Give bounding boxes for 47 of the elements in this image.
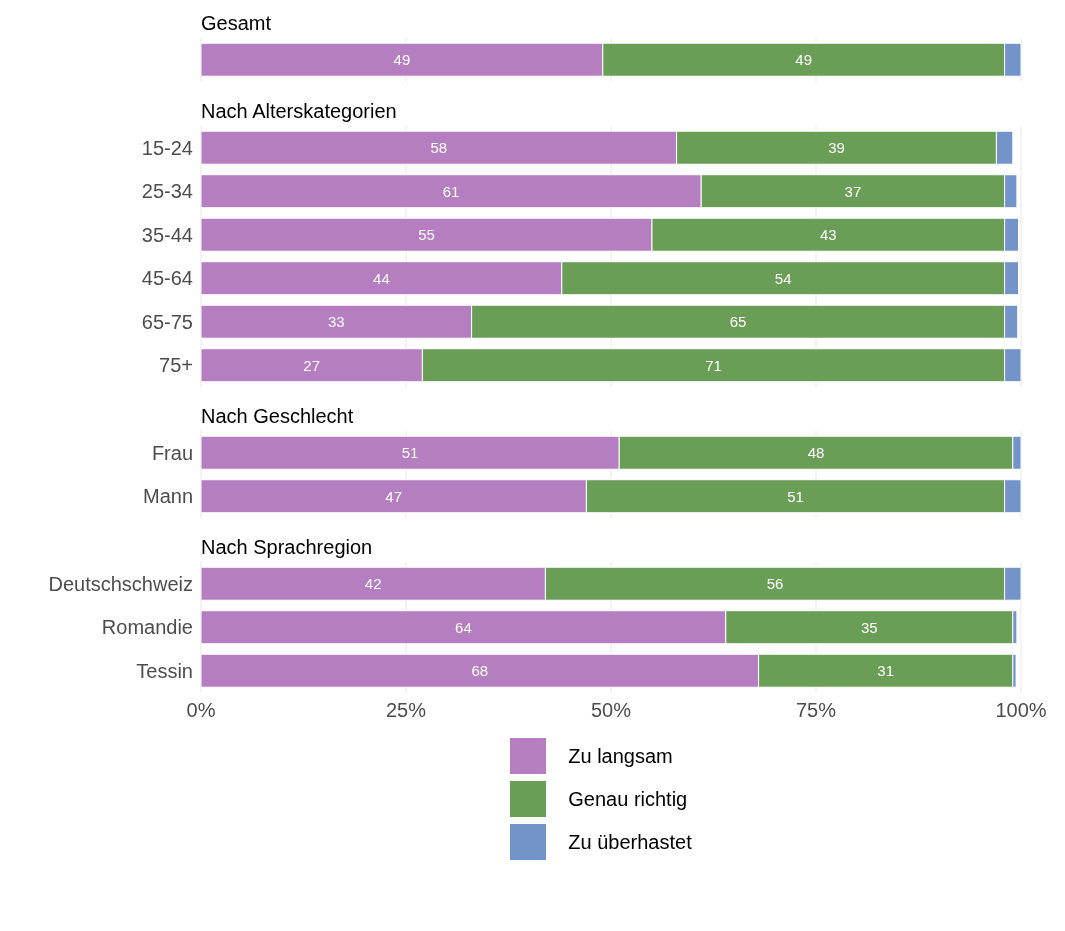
y-tick-label: Deutschschweiz (48, 572, 193, 595)
data-label: 56 (766, 574, 784, 592)
data-label: 61 (442, 182, 460, 200)
data-label: 43 (819, 225, 837, 243)
data-label: 49 (795, 51, 813, 69)
y-tick-label: Tessin (136, 659, 193, 682)
data-label: 31 (877, 661, 895, 679)
x-tick-label: 100% (995, 698, 1047, 721)
text: Zu langsam (568, 744, 673, 768)
y-tick-label: 15-24 (141, 136, 193, 159)
y-tick-label: 35-44 (141, 223, 193, 246)
y-tick-label: 25-34 (141, 179, 193, 202)
legend-label: Genau richtig (568, 787, 688, 811)
data-label: 39 (828, 138, 845, 156)
data-label: 33 (327, 312, 345, 330)
y-tick-label: 65-75 (141, 310, 193, 333)
chart-title: Nach Sprachregion (201, 534, 374, 560)
data-label: 49 (393, 51, 411, 69)
x-tick-label: 75% (795, 698, 837, 721)
y-tick-label: 45-64 (141, 266, 193, 289)
data-label: 47 (385, 487, 403, 505)
data-label: 65 (729, 312, 747, 330)
chart-title: Nach Geschlecht (201, 403, 355, 429)
x-tick-label: 25% (385, 698, 427, 721)
chart-title: Gesamt (201, 11, 273, 36)
data-label: 27 (303, 356, 321, 374)
data-label: 68 (471, 661, 489, 679)
x-tick-label: 0% (186, 698, 216, 721)
y-tick-label: 75+ (159, 353, 193, 376)
data-label: 35 (860, 618, 878, 636)
data-label: 54 (774, 269, 792, 287)
data-label: 48 (807, 443, 825, 461)
y-tick-label: Romandie (101, 615, 193, 638)
legend-label: Zu überhastet (568, 830, 692, 854)
data-label: 51 (401, 443, 419, 461)
y-tick-label: Frau (151, 441, 193, 464)
data-label: 55 (418, 225, 435, 243)
data-label: 42 (364, 574, 382, 592)
data-label: 64 (455, 618, 472, 636)
data-label: 58 (430, 138, 448, 156)
data-label: 44 (373, 269, 390, 287)
chart-title: Nach Alterskategorien (201, 98, 398, 124)
data-label: 51 (787, 487, 804, 505)
y-tick-label: Mann (142, 484, 193, 507)
data-label: 71 (705, 356, 722, 374)
data-label: 37 (844, 182, 862, 200)
x-tick-label: 50% (590, 698, 632, 721)
